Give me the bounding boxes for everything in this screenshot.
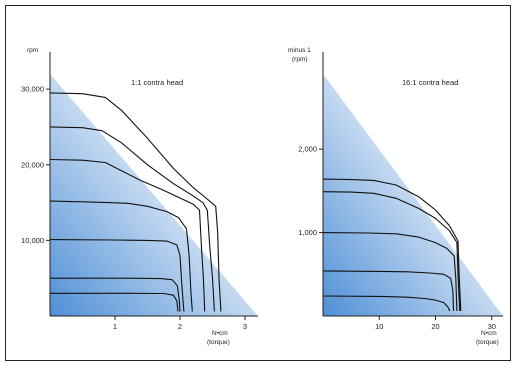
left-x-tick-label: 1 bbox=[113, 322, 117, 331]
right-chart-title: 16:1 contra head bbox=[402, 78, 458, 87]
right-speed-torque-curve-4 bbox=[322, 270, 455, 312]
left-speed-torque-curve-2 bbox=[49, 126, 215, 312]
left-y-tick-label: 30,000 bbox=[21, 85, 44, 94]
left-y-axis-label: rpm bbox=[27, 47, 38, 54]
left-speed-torque-curve-6 bbox=[50, 277, 181, 312]
right-chart-16to1: 10 20 30 1,000 2,000 minus 1 (rpm) 16:1 cont… bbox=[288, 47, 503, 346]
right-y-tick-label: 1,000 bbox=[298, 228, 317, 237]
right-speed-torque-curve-2 bbox=[322, 191, 461, 312]
right-y-axis-label-line1: minus 1 bbox=[288, 47, 311, 54]
right-chart-fill-area bbox=[323, 74, 503, 316]
right-tick-marks: 10 20 30 1,000 2,000 bbox=[298, 145, 496, 331]
right-speed-torque-curve-5 bbox=[322, 295, 451, 312]
left-y-tick-label: 20,000 bbox=[21, 160, 44, 169]
left-x-tick-label: 2 bbox=[178, 322, 182, 331]
left-chart-title: 1:1 contra head bbox=[131, 78, 183, 87]
left-speed-torque-curve-5 bbox=[49, 239, 185, 312]
right-y-axis-label-line2: (rpm) bbox=[292, 56, 308, 63]
left-speed-torque-curve-3 bbox=[49, 158, 206, 312]
left-speed-torque-curve-4 bbox=[49, 200, 193, 312]
right-x-tick-label: 10 bbox=[375, 322, 383, 331]
left-speed-torque-curve-1 bbox=[49, 92, 222, 312]
left-y-tick-label: 10,000 bbox=[21, 236, 44, 245]
left-chart-1to1: 1 2 3 10,000 20,000 30,000 rpm 1:1 contra hea… bbox=[21, 47, 258, 346]
left-x-tick-label: 3 bbox=[243, 322, 247, 331]
right-y-tick-label: 2,000 bbox=[298, 145, 317, 154]
right-x-tick-label: 20 bbox=[431, 322, 439, 331]
left-chart-fill-area bbox=[50, 74, 258, 316]
left-tick-marks: 1 2 3 10,000 20,000 30,000 bbox=[21, 85, 247, 331]
left-x-unit-label: N•cm bbox=[212, 330, 228, 337]
left-chart-curves bbox=[49, 92, 222, 312]
right-chart-curves bbox=[322, 178, 462, 312]
left-speed-torque-curve-7 bbox=[50, 292, 179, 312]
right-x-tick-label: 30 bbox=[488, 322, 496, 331]
right-speed-torque-curve-1 bbox=[322, 178, 462, 312]
right-x-unit-label: N•cm bbox=[481, 330, 497, 337]
left-x-axis-label: (torque) bbox=[207, 339, 230, 346]
right-speed-torque-curve-3 bbox=[322, 232, 458, 312]
right-x-axis-label: (torque) bbox=[476, 339, 499, 346]
figure-border bbox=[5, 5, 511, 361]
